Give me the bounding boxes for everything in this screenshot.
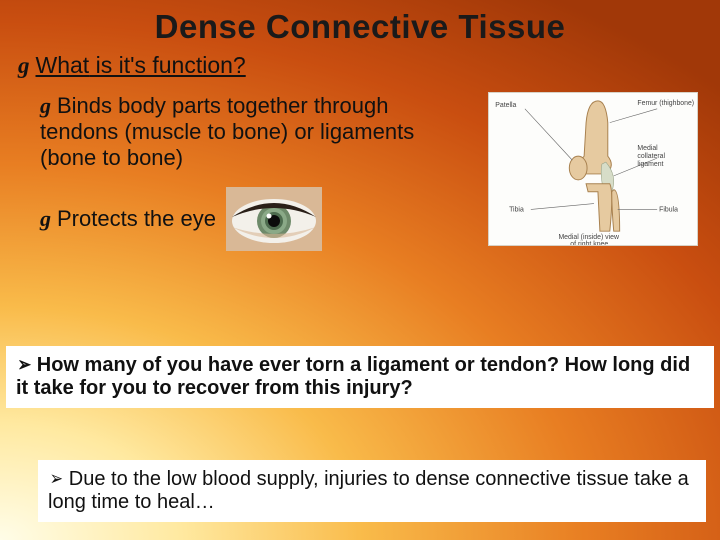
bullet-rest: the eye xyxy=(138,206,216,231)
callout-answer: ➢Due to the low blood supply, injuries t… xyxy=(38,460,706,522)
slide: Dense Connective Tissue gWhat is it's fu… xyxy=(0,0,720,540)
bullet-swash-icon: g xyxy=(40,93,51,119)
knee-diagram: Patella Femur (thighbone) Medialcollater… xyxy=(488,92,698,246)
slide-title: Dense Connective Tissue xyxy=(0,0,720,46)
label-femur: Femur (thighbone) xyxy=(637,100,694,107)
subquestion-lead: What xyxy=(36,52,90,78)
label-caption: Medial (inside) viewof right knee xyxy=(558,234,619,245)
subquestion: gWhat is it's function? xyxy=(18,52,720,79)
label-fibula: Fibula xyxy=(659,206,678,213)
bullet-lead: Protects xyxy=(57,206,138,231)
label-patella: Patella xyxy=(495,102,516,109)
bullet-lead: Binds xyxy=(57,93,112,118)
label-mcl: Medialcollateralligament xyxy=(637,145,665,168)
bullet-item: gBinds body parts together through tendo… xyxy=(40,93,460,171)
chevron-icon: ➢ xyxy=(50,466,63,491)
callout-question: ➢How many of you have ever torn a ligame… xyxy=(6,346,714,408)
eye-image xyxy=(226,187,322,251)
bullet-swash-icon: g xyxy=(18,53,30,79)
callout-question-text: How many of you have ever torn a ligamen… xyxy=(16,354,690,399)
callout-answer-text: Due to the low blood supply, injuries to… xyxy=(48,468,689,513)
bullet-list: gBinds body parts together through tendo… xyxy=(40,93,460,251)
bullet-swash-icon: g xyxy=(40,206,51,232)
chevron-icon: ➢ xyxy=(18,352,31,377)
label-tibia: Tibia xyxy=(509,206,524,213)
subquestion-rest: is it's function? xyxy=(89,52,246,78)
bullet-item: gProtects the eye xyxy=(40,187,460,251)
